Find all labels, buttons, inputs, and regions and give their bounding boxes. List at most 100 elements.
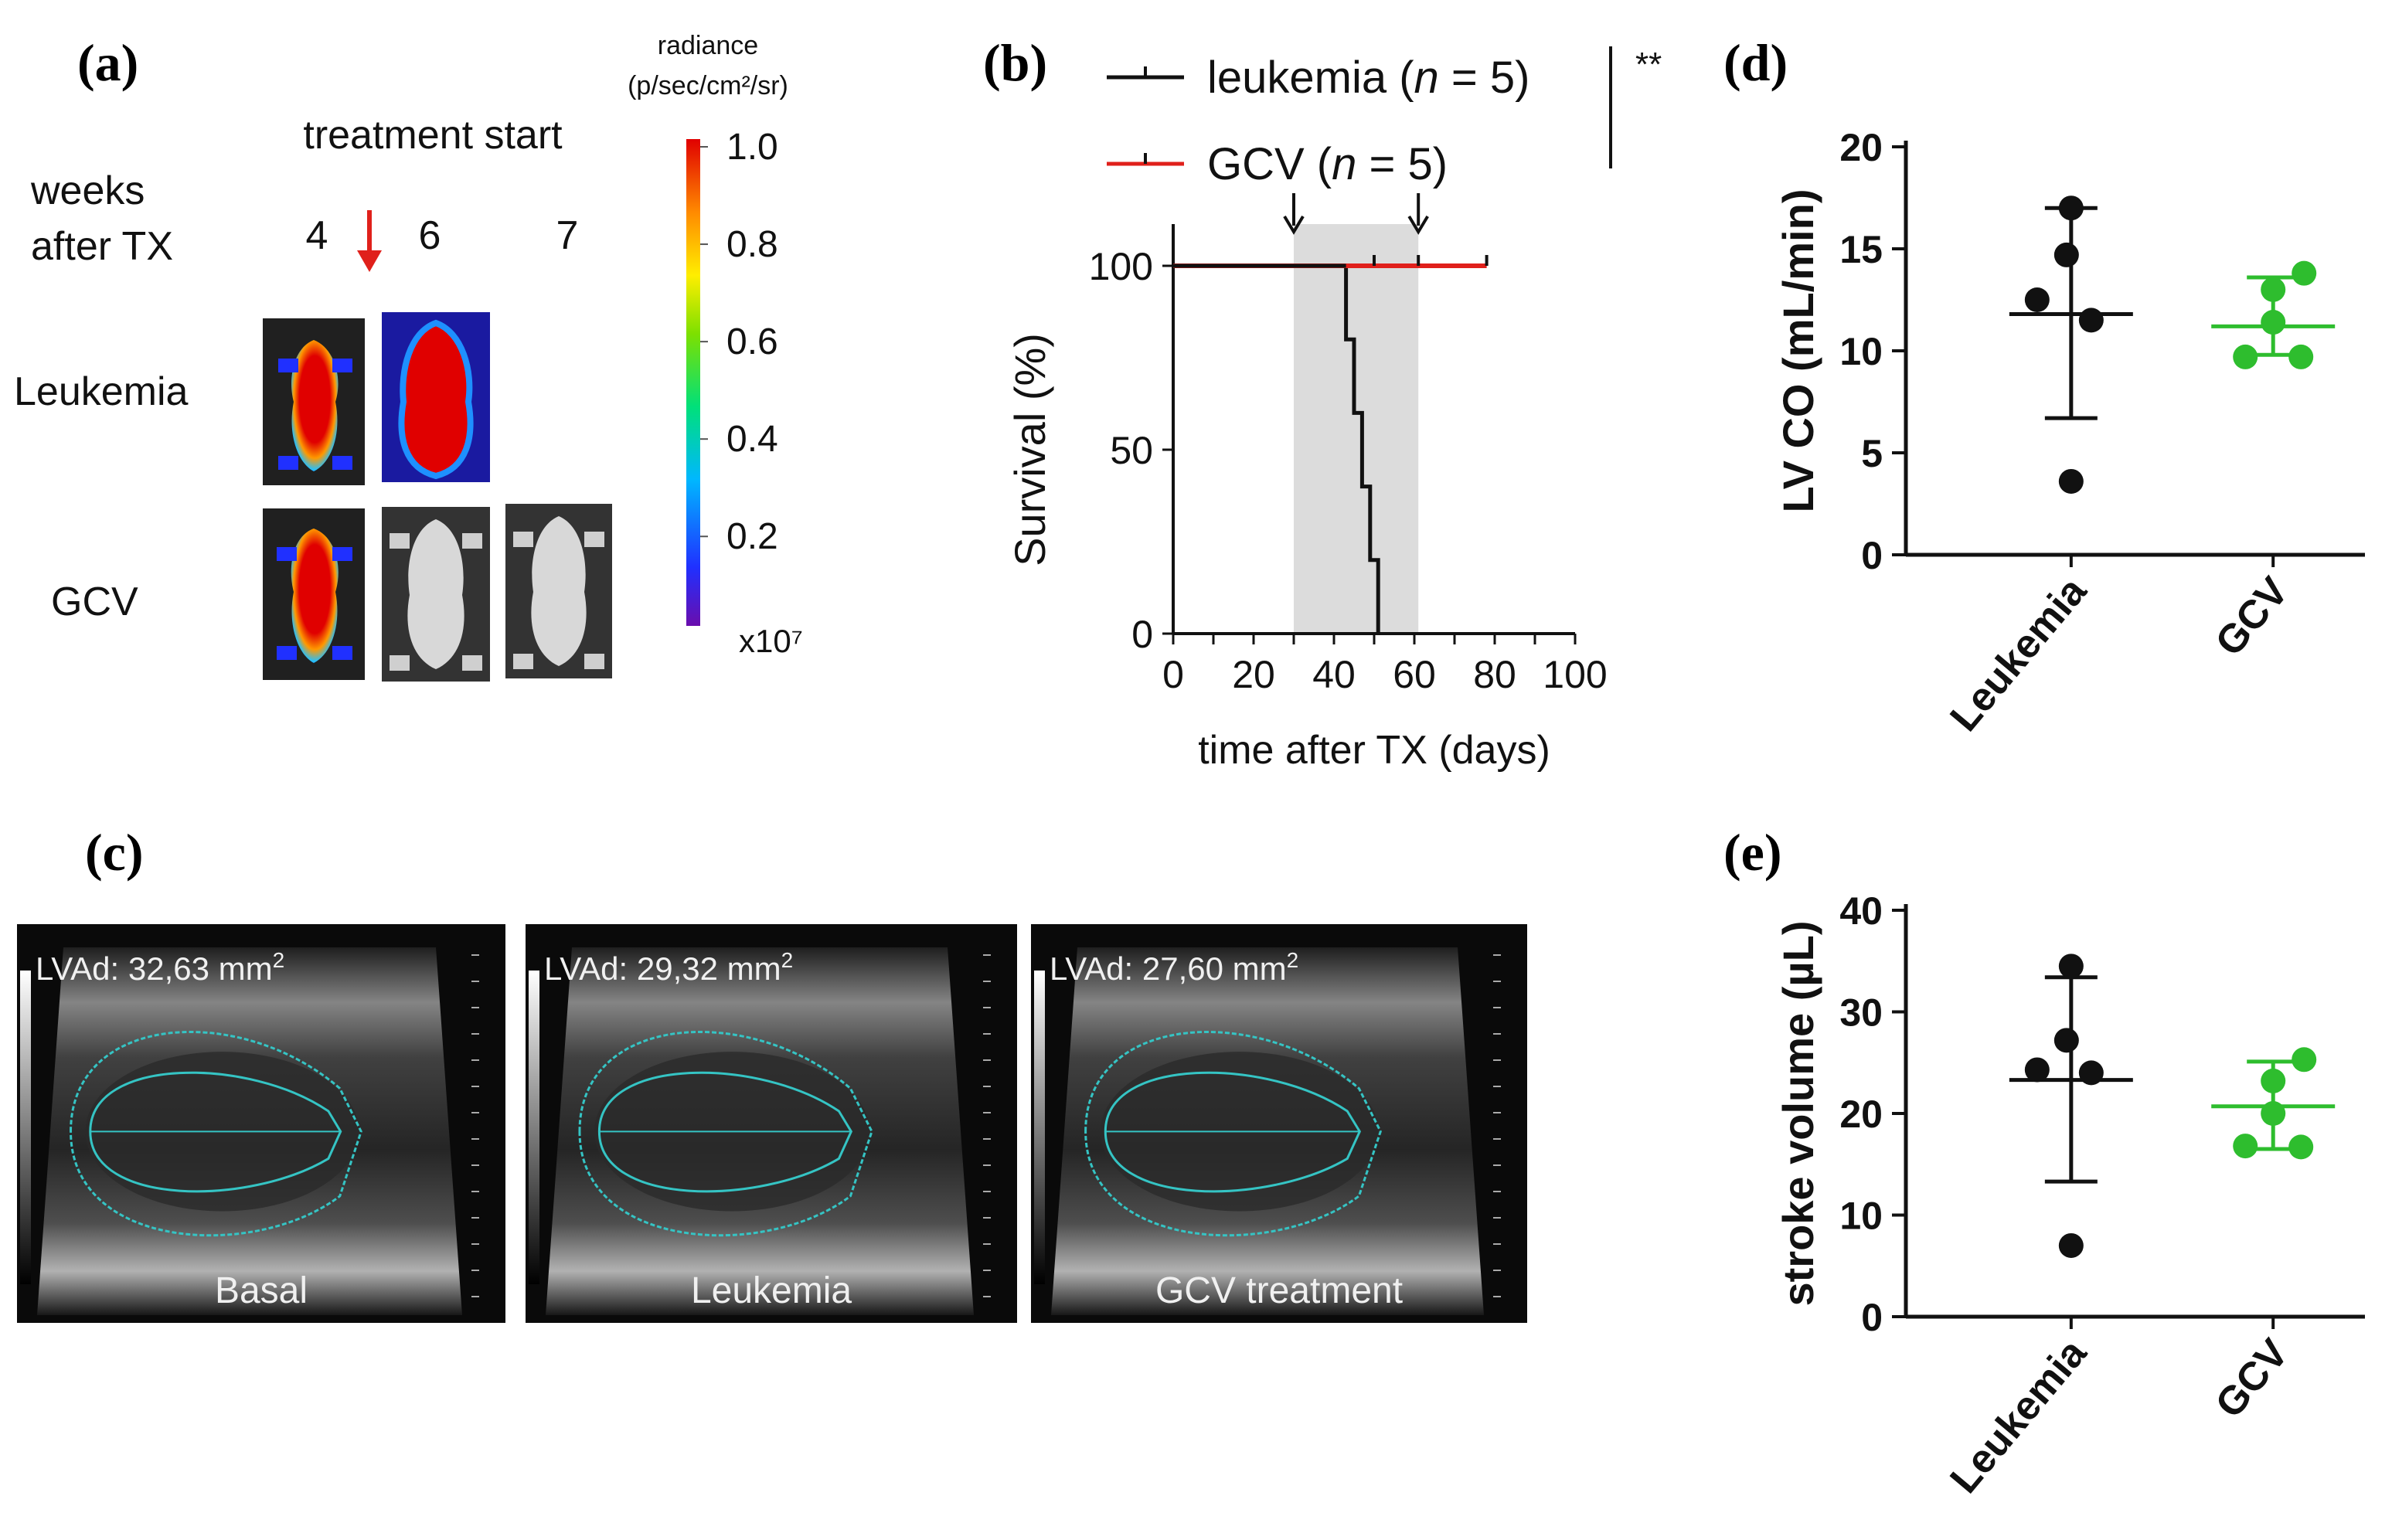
stroke-volume-chart: 0 10 20 30 40 Leukemia GCV stroke volume (µL) <box>1774 889 2365 1501</box>
survival-legend: leukemia (n = 5)GCV (n = 5) <box>1107 53 1529 189</box>
y-tick-label: 10 <box>1839 1195 1883 1238</box>
ultrasound-image-3: LVAd: 27,60 mm2 GCV treatment <box>1031 924 1527 1323</box>
lvad-unit-exponent: 2 <box>1287 948 1299 972</box>
data-point-leukemia <box>2053 1028 2079 1053</box>
ultrasound-grayscale-bar <box>529 971 539 1284</box>
y-axis-label: LV CO (mL/min) <box>1774 189 1822 513</box>
colorbar-tick-label: 0.8 <box>726 224 778 265</box>
legend-label: leukemia (n = 5) <box>1207 53 1529 103</box>
ultrasound-grayscale-bar <box>20 971 31 1284</box>
legend-label-n: n <box>1414 53 1439 103</box>
lvad-value: LVAd: 27,60 mm <box>1050 950 1287 987</box>
legend-label-post: = 5) <box>1356 139 1448 189</box>
y-tick-label: 0 <box>1861 534 1883 577</box>
y-tick-label: 20 <box>1839 1093 1883 1136</box>
x-tick-label: 80 <box>1473 653 1516 696</box>
row-label-leukemia: Leukemia <box>14 369 189 414</box>
legend-label-n: n <box>1332 139 1356 189</box>
ultrasound-image-1: LVAd: 32,63 mm2 Basal <box>17 924 505 1323</box>
significance-stars: ** <box>1635 46 1662 83</box>
week-4-label: 4 <box>306 213 328 258</box>
colorbar-title-1: radiance <box>658 31 758 60</box>
survival-line-leukemia <box>1173 263 1380 634</box>
x-tick-label: 100 <box>1543 653 1607 696</box>
panel-e: (e) 0 10 20 30 40 Leukemia GCV stroke volume (µ… <box>1723 823 2365 1501</box>
x-tick-label: Leukemia <box>1941 1331 2095 1502</box>
data-point-gcv <box>2261 277 2286 302</box>
lv-co-chart: 0 5 10 15 20 Leukemia GCV LV CO (mL/min) <box>1774 126 2365 739</box>
ultrasound-caption: Leukemia <box>691 1270 852 1311</box>
epicardial-trace <box>578 1031 873 1237</box>
week-6-label: 6 <box>419 213 441 258</box>
y-tick-label: 40 <box>1839 889 1883 933</box>
x-tick-label: GCV <box>2207 1331 2298 1426</box>
y-tick-label: 100 <box>1089 245 1153 288</box>
data-point-leukemia <box>2058 468 2084 494</box>
data-point-gcv <box>2233 1134 2258 1159</box>
panel-d: (d) 0 5 10 15 20 Leukemia GCV LV CO (mL/min) <box>1723 33 2365 739</box>
colorbar-tick-label: 0.4 <box>726 419 778 460</box>
data-point-gcv <box>2288 344 2314 369</box>
epicardial-trace <box>1084 1031 1382 1237</box>
data-point-leukemia <box>2058 954 2084 979</box>
y-tick-label: 0 <box>1861 1296 1883 1339</box>
bli-image-gcv-week7 <box>505 504 612 678</box>
data-point-leukemia <box>2078 1060 2104 1086</box>
ultrasound-image-2: LVAd: 29,32 mm2 Leukemia <box>526 924 1017 1323</box>
ultrasound-caption: GCV treatment <box>1155 1270 1403 1311</box>
data-point-leukemia <box>2024 287 2050 312</box>
y-tick-label: 0 <box>1131 613 1153 656</box>
x-axis-label: time after TX (days) <box>1198 728 1550 773</box>
colorbar-ticks: 1.0 0.8 0.6 0.4 0.2 <box>700 127 778 557</box>
x-tick-label: 0 <box>1162 653 1184 696</box>
lvad-unit-exponent: 2 <box>273 948 285 972</box>
colorbar-tick-label: 0.2 <box>726 516 778 557</box>
panel-label-a: (a) <box>77 33 138 92</box>
ultrasound-caption: Basal <box>215 1270 308 1311</box>
weeks-label-2: after TX <box>31 224 173 269</box>
y-tick-label: 30 <box>1839 991 1883 1035</box>
bli-image-gcv-week6 <box>382 507 490 682</box>
data-point-leukemia <box>2078 308 2104 333</box>
panel-label-c: (c) <box>85 823 143 882</box>
treatment-start-label: treatment start <box>303 113 563 158</box>
y-tick-label: 20 <box>1839 126 1883 169</box>
colorbar-multiplier: x10⁷ <box>739 623 803 659</box>
lvad-value: LVAd: 32,63 mm <box>36 950 273 987</box>
lvad-unit-exponent: 2 <box>781 948 794 972</box>
data-point-gcv <box>2233 344 2258 369</box>
panel-a: (a) radiance (p/sec/cm²/sr) treatment st… <box>14 31 803 682</box>
data-point-gcv <box>2261 1101 2286 1126</box>
treatment-arrowhead <box>1407 215 1429 235</box>
colorbar-tick-label: 0.6 <box>726 321 778 362</box>
y-tick-label: 15 <box>1839 228 1883 271</box>
row-label-gcv: GCV <box>51 580 138 624</box>
data-point-gcv <box>2292 1047 2317 1073</box>
data-point-gcv <box>2261 1068 2286 1093</box>
ultrasound-grayscale-bar <box>1034 971 1045 1284</box>
treatment-start-arrow <box>357 210 382 272</box>
legend-label-post: = 5) <box>1439 53 1530 103</box>
treatment-window <box>1294 224 1419 634</box>
x-tick-label: 60 <box>1393 653 1436 696</box>
colorbar <box>686 139 700 626</box>
epicardial-trace <box>70 1031 362 1237</box>
x-tick-label: 40 <box>1312 653 1356 696</box>
data-point-gcv <box>2288 1134 2314 1160</box>
y-tick-label: 50 <box>1110 429 1153 472</box>
x-tick-label: 20 <box>1232 653 1275 696</box>
panel-b: (b) leukemia (n = 5)GCV (n = 5) ** 0 20 40… <box>983 33 1662 773</box>
legend-label-pre: GCV ( <box>1207 139 1332 189</box>
survival-chart: 0 20 40 60 80 100 0 50 100 time after TX (days) Su… <box>1005 193 1608 773</box>
bli-image-gcv-week4 <box>263 508 365 680</box>
data-point-leukemia <box>2058 1232 2084 1258</box>
data-point-leukemia <box>2024 1057 2050 1083</box>
lvad-value: LVAd: 29,32 mm <box>544 950 781 987</box>
bli-image-leukemia-week4 <box>263 318 365 485</box>
legend-label-pre: leukemia ( <box>1207 53 1414 103</box>
legend-label: GCV (n = 5) <box>1207 139 1448 189</box>
treatment-arrowhead <box>1283 215 1305 235</box>
panel-label-d: (d) <box>1723 33 1788 92</box>
panel-label-b: (b) <box>983 33 1047 92</box>
